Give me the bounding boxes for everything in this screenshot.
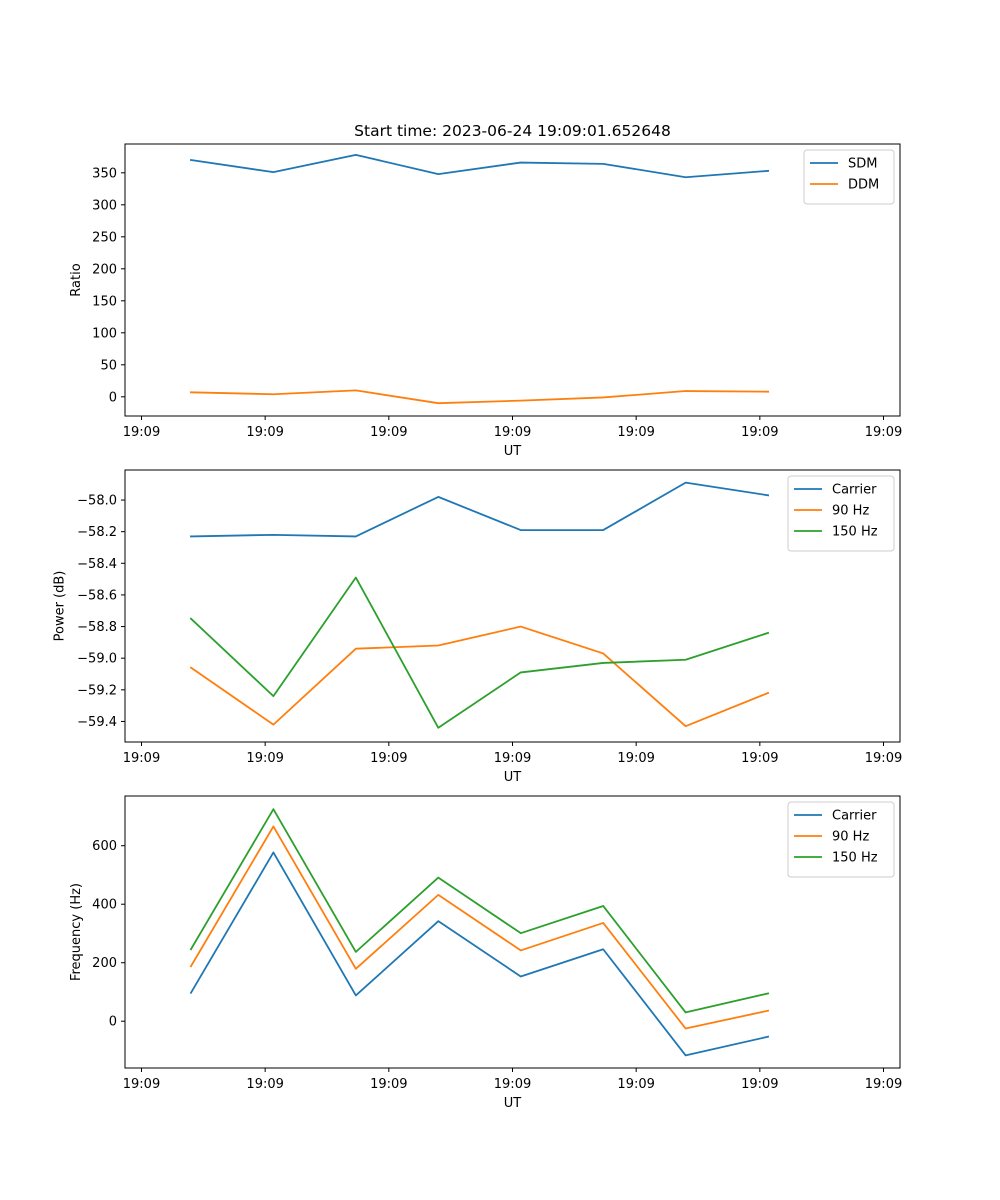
chart-3-series-line-90-hz (189, 825, 770, 1030)
chart-3-series-line-carrier (189, 851, 770, 1057)
chart-1-x-tick-label: 19:09 (370, 425, 407, 440)
plots-group: 19:09 19:09 19:09 19:09 19:09 19:09 19:09 0 50 10… (53, 143, 902, 1111)
chart-1-x-tick-label: 19:09 (741, 425, 778, 440)
chart-3-y-tick-label: 200 (92, 956, 117, 971)
chart-1-y-axis-label: Ratio (69, 263, 84, 296)
chart-2-y-tick-label: −59.2 (77, 683, 117, 698)
chart-2-y-tick-label: −58.8 (77, 620, 117, 635)
chart-3-x-tick-label: 19:09 (741, 1077, 778, 1092)
chart-2-series-line-90-hz (189, 625, 770, 728)
chart-1-x-axis-label: UT (504, 444, 522, 459)
chart-1-y-tick-label: 100 (92, 326, 117, 341)
chart-1-x-tick-label: 19:09 (865, 425, 902, 440)
chart-1-y-tick-label: 250 (92, 230, 117, 245)
chart-1-legend: SDM DDM (803, 149, 895, 205)
chart-2-series-line-150-hz (189, 576, 770, 729)
chart-2-series-line-carrier (190, 481, 770, 538)
chart-3-legend-label-carrier: Carrier (832, 809, 877, 824)
chart-3-x-tick-label: 19:09 (617, 1077, 654, 1092)
chart-2-legend-box (787, 475, 895, 552)
chart-2-y-tick-label: −59.4 (77, 715, 117, 730)
chart-3-y-axis-label: Frequency (Hz) (69, 883, 84, 981)
chart-2-x-tick-label: 19:09 (617, 751, 654, 766)
chart-3-x-tick-label: 19:09 (123, 1077, 160, 1092)
chart-2-y-tick-label: −58.4 (77, 557, 117, 572)
chart-2-legend-label-150-hz: 150 Hz (832, 525, 878, 540)
chart-1-y-tick-label: 0 (109, 390, 117, 405)
chart-2-legend: Carrier 90 Hz 150 Hz (787, 475, 895, 552)
chart-2-legend-label-carrier: Carrier (832, 483, 877, 498)
chart-2-x-tick-label: 19:09 (370, 751, 407, 766)
chart-3-legend-label-150-hz: 150 Hz (832, 851, 878, 866)
chart-2: 19:09 19:09 19:09 19:09 19:09 19:09 19:09 −59.4… (53, 469, 902, 785)
chart-2-y-tick-label: −58.2 (77, 525, 117, 540)
chart-3-y-tick-label: 400 (92, 898, 117, 913)
chart-1-y-tick-label: 350 (92, 166, 117, 181)
chart-3-y-tick-label: 0 (109, 1015, 117, 1030)
chart-1-series-line-sdm (189, 153, 770, 179)
chart-3-x-tick-label: 19:09 (370, 1077, 407, 1092)
chart-2-x-axis-label: UT (504, 770, 522, 785)
chart-2-y-tick-label: −58.0 (77, 494, 117, 509)
chart-3: 19:09 19:09 19:09 19:09 19:09 19:09 19:09 0 200 4… (69, 795, 902, 1111)
chart-2-x-tick-label: 19:09 (494, 751, 531, 766)
chart-3-legend-box (787, 801, 895, 878)
chart-1-y-tick-label: 150 (92, 294, 117, 309)
chart-1-y-tick-label: 200 (92, 262, 117, 277)
chart-2-y-tick-label: −59.0 (77, 652, 117, 667)
chart-1-x-tick-label: 19:09 (246, 425, 283, 440)
figure-title: Start time: 2023-06-24 19:09:01.652648 (354, 122, 671, 140)
chart-1-x-tick-label: 19:09 (123, 425, 160, 440)
chart-3-series-line-150-hz (189, 808, 770, 1014)
chart-2-x-tick-label: 19:09 (741, 751, 778, 766)
chart-2-x-tick-label: 19:09 (123, 751, 160, 766)
chart-1: 19:09 19:09 19:09 19:09 19:09 19:09 19:09 0 50 10… (69, 143, 902, 459)
chart-3-x-tick-label: 19:09 (865, 1077, 902, 1092)
chart-1-legend-label-sdm: SDM (848, 157, 877, 172)
chart-1-x-tick-label: 19:09 (494, 425, 531, 440)
chart-3-x-axis-label: UT (504, 1096, 522, 1111)
chart-3-x-tick-label: 19:09 (246, 1077, 283, 1092)
chart-3-y-tick-label: 600 (92, 839, 117, 854)
chart-3-x-tick-label: 19:09 (494, 1077, 531, 1092)
chart-2-y-tick-label: −58.6 (77, 588, 117, 603)
chart-2-y-axis-label: Power (dB) (53, 571, 68, 642)
chart-1-y-tick-label: 300 (92, 198, 117, 213)
chart-2-x-tick-label: 19:09 (865, 751, 902, 766)
chart-1-y-tick-label: 50 (100, 358, 117, 373)
chart-1-legend-label-ddm: DDM (848, 178, 879, 193)
chart-3-legend-label-90-hz: 90 Hz (832, 830, 869, 845)
chart-3-legend: Carrier 90 Hz 150 Hz (787, 801, 895, 878)
chart-1-x-tick-label: 19:09 (617, 425, 654, 440)
chart-1-series-line-ddm (190, 389, 769, 405)
chart-2-legend-label-90-hz: 90 Hz (832, 504, 869, 519)
chart-2-x-tick-label: 19:09 (246, 751, 283, 766)
